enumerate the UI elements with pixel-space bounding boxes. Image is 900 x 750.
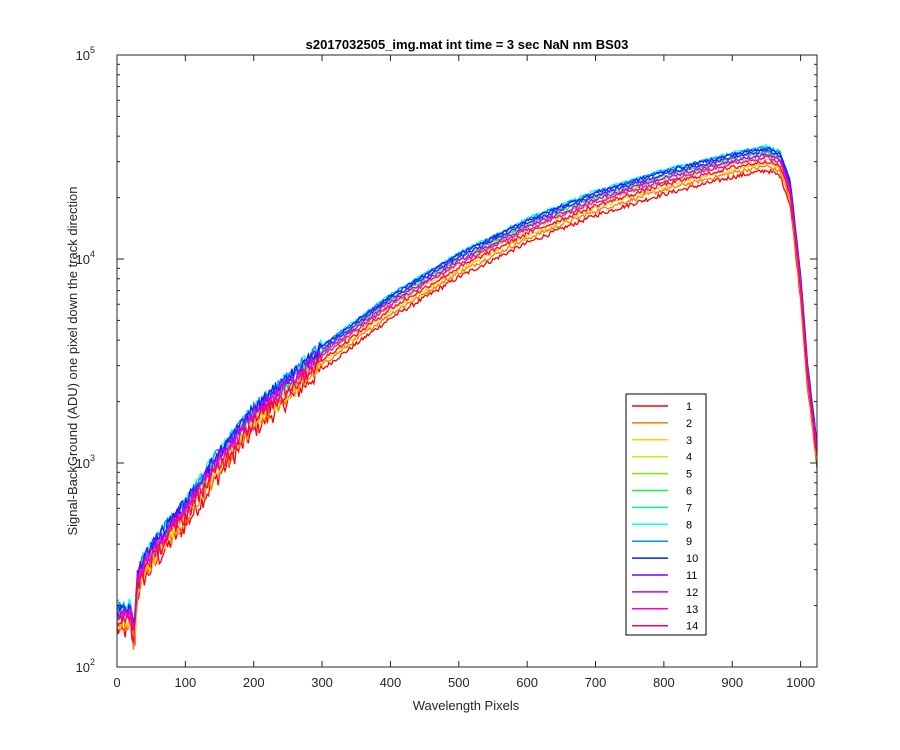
- legend-label-1: 1: [686, 401, 692, 413]
- x-tick-label: 1000: [786, 675, 815, 690]
- y-tick-label: 103: [76, 453, 95, 471]
- series-line-1: [116, 168, 818, 646]
- y-axis-label: Signal-BackGround (ADU) one pixel down t…: [65, 186, 80, 535]
- legend-label-11: 11: [686, 570, 697, 582]
- series-line-11: [116, 149, 818, 623]
- x-tick-label: 100: [175, 675, 197, 690]
- legend-label-13: 13: [686, 604, 698, 616]
- x-tick-label: 300: [311, 675, 333, 690]
- x-tick-label: 800: [653, 675, 675, 690]
- legend-label-2: 2: [686, 418, 692, 430]
- y-tick-label: 104: [76, 249, 95, 267]
- legend-label-12: 12: [686, 587, 698, 599]
- legend-label-4: 4: [686, 452, 692, 464]
- legend-label-6: 6: [686, 486, 692, 498]
- x-tick-label: 500: [448, 675, 470, 690]
- legend-label-3: 3: [686, 435, 692, 447]
- x-tick-label: 600: [516, 675, 538, 690]
- legend-label-5: 5: [686, 469, 692, 481]
- chart-title: s2017032505_img.mat int time = 3 sec NaN…: [306, 37, 629, 52]
- series-line-14: [116, 159, 818, 644]
- series-line-10: [116, 146, 818, 622]
- legend-label-14: 14: [686, 621, 698, 633]
- x-tick-label: 900: [721, 675, 743, 690]
- y-tick-label: 105: [76, 45, 95, 63]
- x-tick-label: 700: [585, 675, 607, 690]
- y-tick-label: 102: [76, 657, 95, 675]
- x-tick-label: 400: [380, 675, 402, 690]
- legend-label-8: 8: [686, 519, 692, 531]
- x-axis-label: Wavelength Pixels: [413, 698, 520, 713]
- series-layer: [116, 144, 818, 650]
- legend-label-9: 9: [686, 536, 692, 548]
- x-tick-label: 200: [243, 675, 265, 690]
- legend-label-7: 7: [686, 502, 692, 514]
- x-tick-label: 0: [113, 675, 120, 690]
- plot-background: [117, 55, 817, 667]
- legend-box: [625, 393, 707, 636]
- legend-label-10: 10: [686, 553, 698, 565]
- x-axis: 0 100 200 300 400 500 600 700 800 900 1000: [113, 55, 815, 690]
- plot-frame: [116, 54, 818, 668]
- series-line-12: [116, 152, 818, 631]
